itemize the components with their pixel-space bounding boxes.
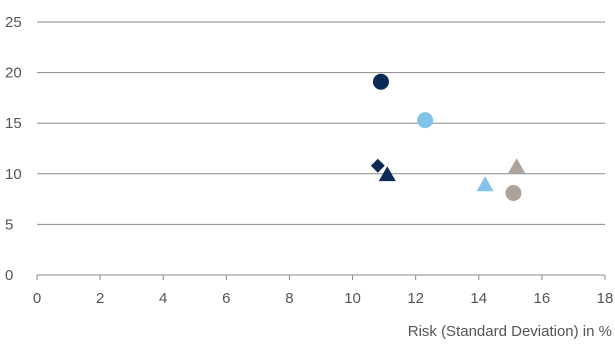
- data-points: [370, 73, 526, 202]
- data-point-circle: [417, 112, 434, 129]
- x-axis-ticks: 0 2 4 6 8 10 12 14 16 18: [33, 275, 614, 307]
- y-tick-label: 0: [5, 267, 13, 284]
- grid-layer: [37, 21, 605, 276]
- x-tick-label: 12: [407, 290, 424, 307]
- y-tick-label: 5: [5, 216, 13, 233]
- data-point-diamond: [370, 158, 385, 173]
- data-point-circle: [505, 185, 522, 202]
- x-tick-label: 10: [344, 290, 361, 307]
- y-tick-label: 20: [5, 65, 22, 82]
- x-tick-label: 16: [534, 290, 551, 307]
- y-axis-ticks: 0 5 10 15 20 25: [5, 14, 22, 284]
- x-tick-label: 18: [597, 290, 614, 307]
- x-tick-label: 8: [285, 290, 293, 307]
- data-point-triangle: [476, 176, 494, 192]
- x-tick-label: 6: [222, 290, 230, 307]
- y-tick-label: 10: [5, 166, 22, 183]
- x-tick-label: 4: [159, 290, 167, 307]
- data-point-triangle: [508, 158, 526, 174]
- data-point-triangle: [378, 166, 396, 182]
- x-tick-label: 0: [33, 290, 41, 307]
- x-tick-label: 2: [96, 290, 104, 307]
- x-axis-label: Risk (Standard Deviation) in %: [408, 323, 612, 340]
- y-tick-label: 15: [5, 115, 22, 132]
- y-tick-label: 25: [5, 14, 22, 31]
- data-point-circle: [372, 73, 389, 90]
- x-tick-label: 14: [470, 290, 487, 307]
